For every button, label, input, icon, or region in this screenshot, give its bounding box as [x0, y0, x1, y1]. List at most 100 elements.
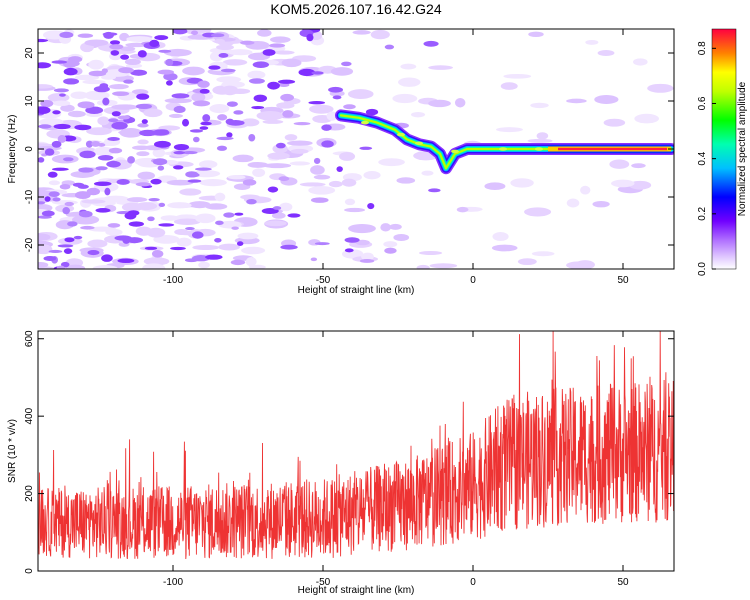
- spectrogram-noise-blob: [528, 31, 544, 38]
- spectrogram-noise-blob: [137, 123, 149, 128]
- spectrogram-noise-blob: [74, 74, 100, 81]
- spectrogram-noise-blob: [267, 152, 290, 160]
- spectrogram-noise-blob: [146, 227, 166, 238]
- spectrogram-noise-blob: [396, 177, 416, 184]
- spectrogram-noise-blob: [428, 65, 453, 70]
- spectrogram-noise-blob: [38, 124, 52, 129]
- spectrogram-noise-blob: [63, 78, 80, 85]
- spectrogram-noise-blob: [247, 161, 269, 168]
- spectrogram-noise-blob: [594, 95, 619, 104]
- spectrogram-noise-blob: [262, 119, 284, 124]
- spectrogram-noise-blob: [157, 165, 165, 171]
- spectrogram-noise-blob: [135, 103, 153, 110]
- spectrogram-noise-blob: [218, 243, 240, 251]
- spectrogram-noise-blob: [253, 94, 268, 103]
- snr-ytick-label: 200: [24, 485, 35, 502]
- spectrogram-noise-blob: [123, 79, 134, 84]
- spectrogram-noise-blob: [245, 257, 257, 267]
- spectrogram-noise-blob: [198, 160, 218, 169]
- spectrogram-noise-blob: [78, 210, 93, 218]
- spectrogram-noise-blob: [423, 40, 439, 47]
- spectrogram-noise-blob: [205, 203, 228, 210]
- spectrogram-noise-blob: [126, 197, 148, 203]
- spectrogram-noise-blob: [363, 171, 381, 180]
- spectrogram-noise-blob: [223, 212, 235, 218]
- spectrogram-noise-blob: [592, 200, 610, 208]
- spectrogram-noise-blob: [73, 235, 83, 240]
- spectrogram-noise-blob: [88, 70, 107, 77]
- spectrogram-noise-blob: [111, 111, 121, 117]
- spectrogram-noise-blob: [209, 104, 230, 114]
- spectrogram-noise-blob: [97, 143, 106, 147]
- spectrogram-noise-blob: [216, 76, 242, 83]
- spectrogram-noise-blob: [205, 254, 223, 260]
- spectrogram-noise-blob: [163, 72, 178, 81]
- colorbar-label: Normalized spectral amplitude: [737, 81, 748, 216]
- spectrogram-noise-blob: [456, 206, 469, 213]
- spectrogram-noise-blob: [261, 207, 279, 214]
- spectrogram-noise-blob: [232, 154, 254, 163]
- signal-knot: [499, 147, 507, 151]
- spectrogram-noise-blob: [57, 244, 74, 248]
- spectrogram-noise-blob: [267, 81, 280, 90]
- spectrogram-noise-blob: [237, 232, 259, 240]
- spectrogram-noise-blob: [44, 196, 51, 202]
- spectrogram-noise-blob: [82, 79, 106, 85]
- spectrogram-noise-blob: [252, 61, 270, 69]
- spectrogram-noise-blob: [192, 100, 211, 107]
- spectrogram-noise-blob: [384, 247, 397, 254]
- spectrogram-noise-blob: [282, 110, 294, 118]
- spectrogram-noise-blob: [216, 136, 234, 141]
- spectrogram-noise-blob: [210, 33, 225, 38]
- signal-knot: [397, 132, 405, 137]
- spectrogram-noise-blob: [226, 101, 238, 107]
- spectrogram-noise-blob: [86, 127, 112, 136]
- spectrogram-noise-blob: [107, 223, 121, 228]
- signal-band-core: [558, 147, 667, 151]
- spectrogram-noise-blob: [104, 187, 111, 196]
- spectrogram-noise-blob: [85, 140, 93, 148]
- spectrogram-noise-blob: [289, 161, 310, 166]
- signal-knot: [451, 149, 459, 154]
- spectrogram-noise-blob: [359, 146, 373, 150]
- spectrogram-noise-blob: [332, 95, 342, 100]
- spectrogram-noise-blob: [309, 104, 334, 114]
- spectrogram-noise-blob: [359, 259, 375, 263]
- spectrogram-noise-blob: [191, 92, 206, 102]
- colorbar-tick-label: 0.0: [697, 262, 708, 276]
- spectrogram-noise-blob: [48, 249, 63, 253]
- spectrogram-noise-blob: [233, 110, 244, 115]
- spectrogram-noise-blob: [51, 140, 62, 148]
- spectrogram-noise-blob: [38, 38, 49, 43]
- spectrogram-xlabel: Height of straight line (km): [298, 285, 415, 296]
- spectrogram-noise-blob: [107, 136, 120, 141]
- spectrogram-noise-blob: [41, 210, 55, 217]
- spectrogram-noise-blob: [170, 246, 186, 251]
- spectrogram-noise-blob: [51, 167, 69, 171]
- spectrogram-noise-blob: [215, 220, 224, 226]
- spectrogram-noise-blob: [152, 148, 166, 158]
- spectrogram-noise-blob: [378, 158, 405, 167]
- spectrogram-noise-blob: [149, 39, 160, 48]
- spectrogram-noise-blob: [566, 198, 580, 208]
- colorbar-tick-label: 0.2: [697, 206, 708, 220]
- spectrogram-noise-blob: [165, 58, 174, 66]
- spectrogram-noise-blob: [252, 168, 266, 177]
- spectrogram-noise-blob: [70, 171, 95, 178]
- spectrogram-noise-blob: [225, 118, 235, 125]
- snr-series-line: [38, 331, 674, 560]
- spectrogram-noise-blob: [400, 63, 417, 70]
- spectrogram-noise-blob: [53, 88, 69, 93]
- spectrogram-noise-blob: [88, 226, 117, 232]
- spectrogram-noise-blob: [189, 129, 204, 133]
- spectrogram-noise-blob: [199, 178, 227, 187]
- spec-ytick-label: 0: [24, 146, 35, 152]
- spectrogram-noise-blob: [118, 130, 140, 135]
- spectrogram-noise-blob: [153, 235, 180, 244]
- spectrogram-noise-blob: [136, 151, 150, 157]
- spectrogram-noise-blob: [59, 31, 74, 39]
- spectrogram-noise-blob: [74, 124, 92, 131]
- spectrogram-noise-blob: [63, 67, 78, 76]
- spectrogram-noise-blob: [185, 227, 195, 231]
